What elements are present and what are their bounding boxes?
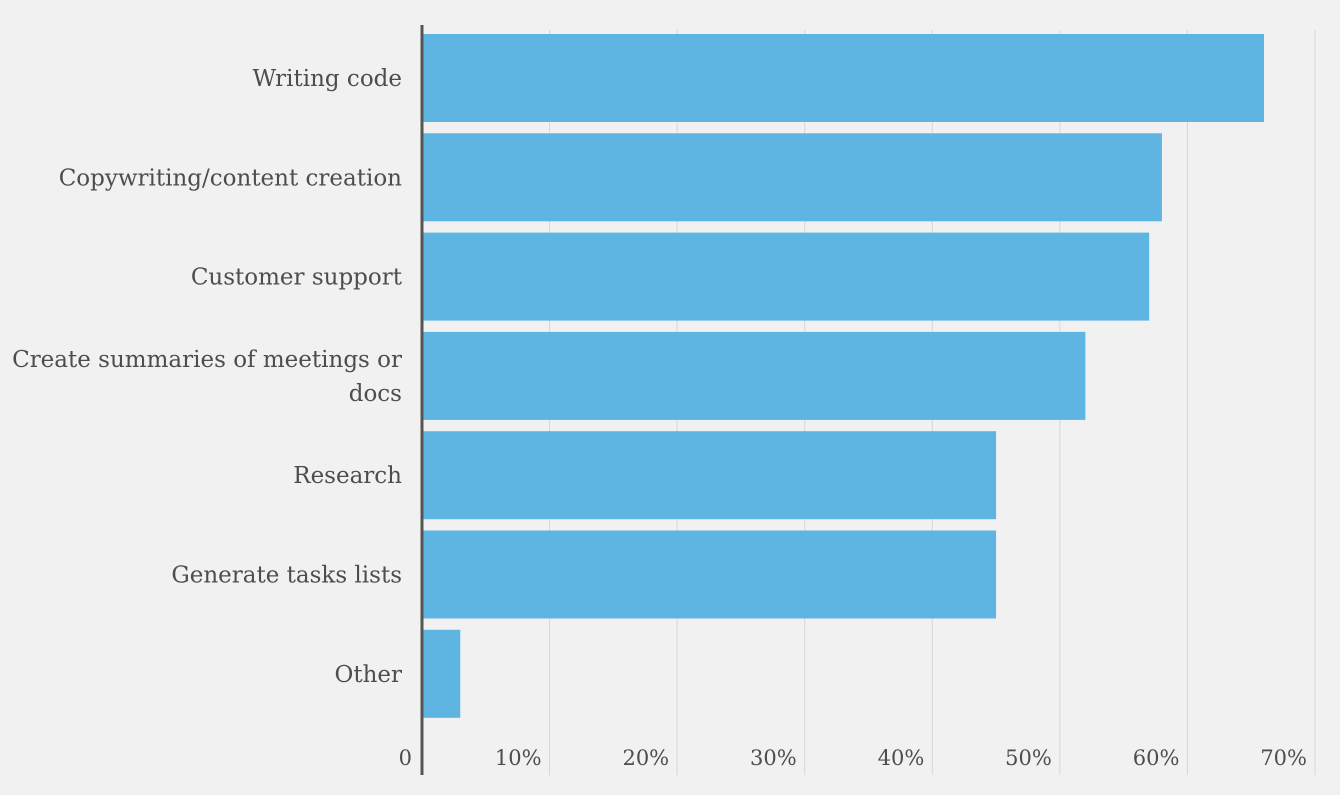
x-tick-label: 0	[399, 746, 412, 770]
category-label: Customer support	[191, 265, 403, 291]
x-tick-label: 40%	[878, 746, 925, 770]
category-label: Generate tasks lists	[171, 563, 402, 589]
bar-research	[422, 431, 997, 520]
bar-copywriting-content-creation	[422, 133, 1162, 222]
category-labels: Writing code Copywriting/content creation…	[12, 66, 403, 688]
bar-generate-tasks-lists	[422, 530, 997, 619]
x-tick-label: 50%	[1005, 746, 1052, 770]
bar-other	[422, 629, 461, 718]
category-label: Research	[293, 463, 402, 489]
category-label: Writing code	[253, 66, 402, 92]
x-tick-label: 60%	[1133, 746, 1180, 770]
bar-customer-support	[422, 232, 1150, 321]
x-tick-label: 20%	[622, 746, 669, 770]
category-label: Create summaries of meetings or docs	[12, 347, 402, 407]
bars	[422, 34, 1264, 718]
bar-writing-code	[422, 34, 1264, 122]
x-tick-label: 10%	[495, 746, 542, 770]
category-label: Other	[334, 662, 402, 688]
x-tick-labels: 0 10% 20% 30% 40% 50% 60% 70%	[399, 746, 1307, 770]
category-label: Copywriting/content creation	[59, 165, 402, 191]
x-tick-label: 70%	[1260, 746, 1307, 770]
x-tick-label: 30%	[750, 746, 797, 770]
bar-create-summaries-of-meetings-or-docs	[422, 331, 1086, 420]
